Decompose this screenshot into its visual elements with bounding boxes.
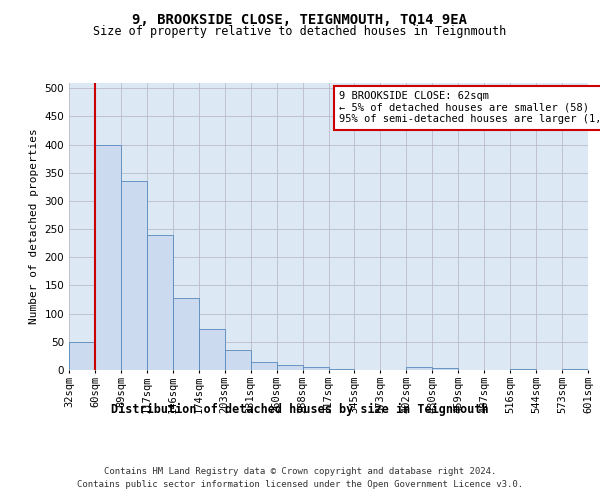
Text: Contains HM Land Registry data © Crown copyright and database right 2024.: Contains HM Land Registry data © Crown c…	[104, 468, 496, 476]
Bar	[95, 144, 121, 370]
Bar	[199, 330, 224, 370]
Bar	[406, 367, 432, 370]
Bar	[251, 362, 277, 370]
Bar	[173, 298, 199, 370]
Text: Distribution of detached houses by size in Teignmouth: Distribution of detached houses by size …	[111, 402, 489, 415]
Y-axis label: Number of detached properties: Number of detached properties	[29, 128, 39, 324]
Text: Contains public sector information licensed under the Open Government Licence v3: Contains public sector information licen…	[77, 480, 523, 489]
Bar	[225, 350, 251, 370]
Bar	[433, 368, 458, 370]
Bar	[121, 181, 147, 370]
Text: 9 BROOKSIDE CLOSE: 62sqm
← 5% of detached houses are smaller (58)
95% of semi-de: 9 BROOKSIDE CLOSE: 62sqm ← 5% of detache…	[339, 91, 600, 124]
Bar	[147, 234, 173, 370]
Text: 9, BROOKSIDE CLOSE, TEIGNMOUTH, TQ14 9EA: 9, BROOKSIDE CLOSE, TEIGNMOUTH, TQ14 9EA	[133, 12, 467, 26]
Text: Size of property relative to detached houses in Teignmouth: Size of property relative to detached ho…	[94, 25, 506, 38]
Bar	[69, 342, 95, 370]
Bar	[562, 369, 588, 370]
Bar	[302, 366, 329, 370]
Bar	[510, 369, 536, 370]
Bar	[277, 366, 302, 370]
